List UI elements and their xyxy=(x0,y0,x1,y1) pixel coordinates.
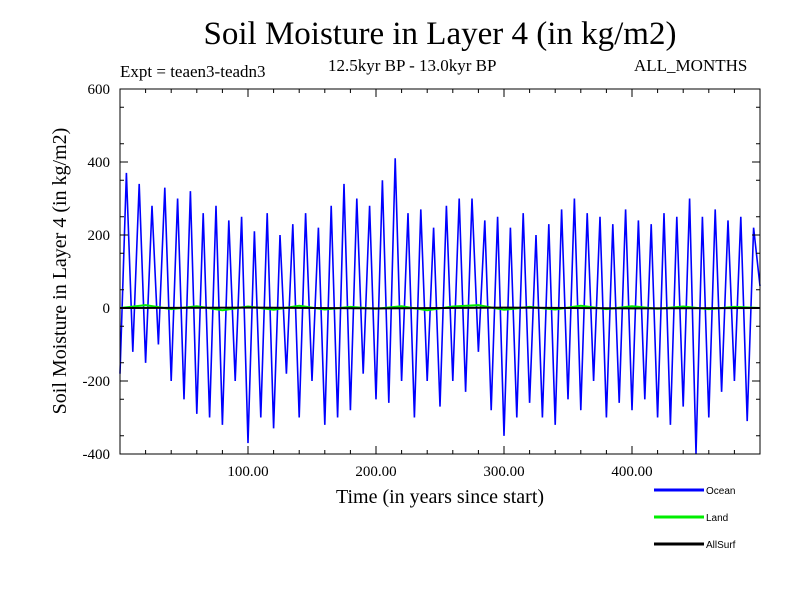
x-tick-label: 300.00 xyxy=(483,464,524,480)
experiment-label: Expt = teaen3-teadn3 xyxy=(120,62,266,81)
y-tick-label: -400 xyxy=(83,447,111,463)
x-tick-label: 200.00 xyxy=(355,464,396,480)
x-tick-label: 400.00 xyxy=(611,464,652,480)
legend-label-land: Land xyxy=(706,513,728,524)
y-tick-label: -200 xyxy=(83,374,111,390)
legend-label-allsurf: AllSurf xyxy=(706,540,736,551)
y-tick-label: 200 xyxy=(88,228,111,244)
y-tick-label: 600 xyxy=(88,82,111,98)
series-line-allsurf xyxy=(119,306,761,310)
x-axis-title: Time (in years since start) xyxy=(336,486,544,508)
plot-frame xyxy=(119,88,761,455)
chart-title: Soil Moisture in Layer 4 (in kg/m2) xyxy=(203,16,677,52)
x-tick-label: 100.00 xyxy=(227,464,268,480)
legend-label-ocean: Ocean xyxy=(706,486,735,497)
period-subtitle: 12.5kyr BP - 13.0kyr BP xyxy=(328,56,497,75)
y-axis-title: Soil Moisture in Layer 4 (in kg/m2) xyxy=(49,128,71,415)
y-tick-label: 400 xyxy=(88,155,111,171)
legend: Ocean Land AllSurf xyxy=(654,486,736,551)
y-tick-label: 0 xyxy=(103,301,111,317)
months-label: ALL_MONTHS xyxy=(634,56,748,75)
series-line-ocean xyxy=(119,158,761,455)
